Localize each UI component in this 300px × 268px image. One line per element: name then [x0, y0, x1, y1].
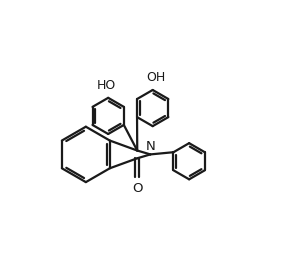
Text: O: O [132, 183, 142, 195]
Text: OH: OH [146, 71, 165, 84]
Text: HO: HO [97, 79, 116, 92]
Text: N: N [146, 140, 155, 153]
